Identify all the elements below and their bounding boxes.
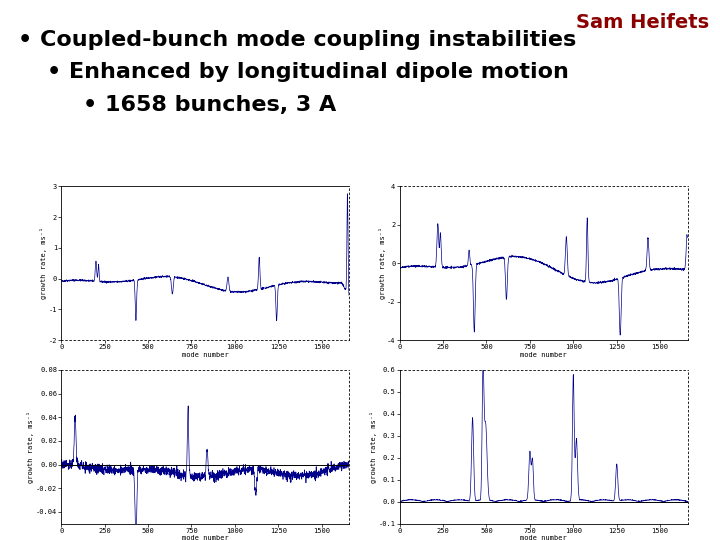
Text: • Enhanced by longitudinal dipole motion: • Enhanced by longitudinal dipole motion xyxy=(47,62,569,82)
Y-axis label: growth rate, ms⁻¹: growth rate, ms⁻¹ xyxy=(379,227,385,299)
Y-axis label: growth rate, ms⁻¹: growth rate, ms⁻¹ xyxy=(40,227,47,299)
Text: Sam Heifets: Sam Heifets xyxy=(576,14,709,32)
Text: • Coupled-bunch mode coupling instabilities: • Coupled-bunch mode coupling instabilit… xyxy=(18,30,576,50)
Text: • 1658 bunches, 3 A: • 1658 bunches, 3 A xyxy=(83,94,336,114)
X-axis label: mode number: mode number xyxy=(182,535,228,540)
X-axis label: mode number: mode number xyxy=(182,352,228,358)
X-axis label: mode number: mode number xyxy=(521,535,567,540)
Y-axis label: growth rate, ms⁻¹: growth rate, ms⁻¹ xyxy=(27,411,35,483)
X-axis label: mode number: mode number xyxy=(521,352,567,358)
Y-axis label: growth rate, ms⁻¹: growth rate, ms⁻¹ xyxy=(370,411,377,483)
